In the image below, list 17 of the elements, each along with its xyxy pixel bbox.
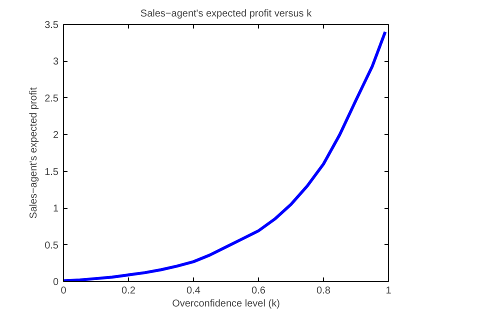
x-tick-label: 0.2 <box>122 286 136 296</box>
x-tick-label: 0 <box>60 286 67 296</box>
y-tick-label: 2.5 <box>44 93 59 104</box>
y-tick-label: 0.5 <box>44 240 59 252</box>
y-tick-label: 0 <box>52 277 59 288</box>
x-tick-label: 0.6 <box>252 286 266 296</box>
y-tick-label: 3.5 <box>44 20 59 31</box>
x-axis-title: Overconfidence level (k) <box>172 298 280 310</box>
y-tick-label: 3 <box>52 56 59 68</box>
y-tick-label: 1 <box>52 204 59 215</box>
y-axis-title: Sales−agent's expected profit <box>28 87 40 219</box>
x-tick-label: 1 <box>386 286 392 296</box>
chart-title: Sales−agent's expected profit versus k <box>140 8 313 20</box>
x-tick-label: 0.4 <box>186 286 201 296</box>
y-tick-label: 2 <box>52 130 59 142</box>
x-tick-label: 0.8 <box>316 286 331 296</box>
y-tick-label: 1.5 <box>44 166 59 178</box>
